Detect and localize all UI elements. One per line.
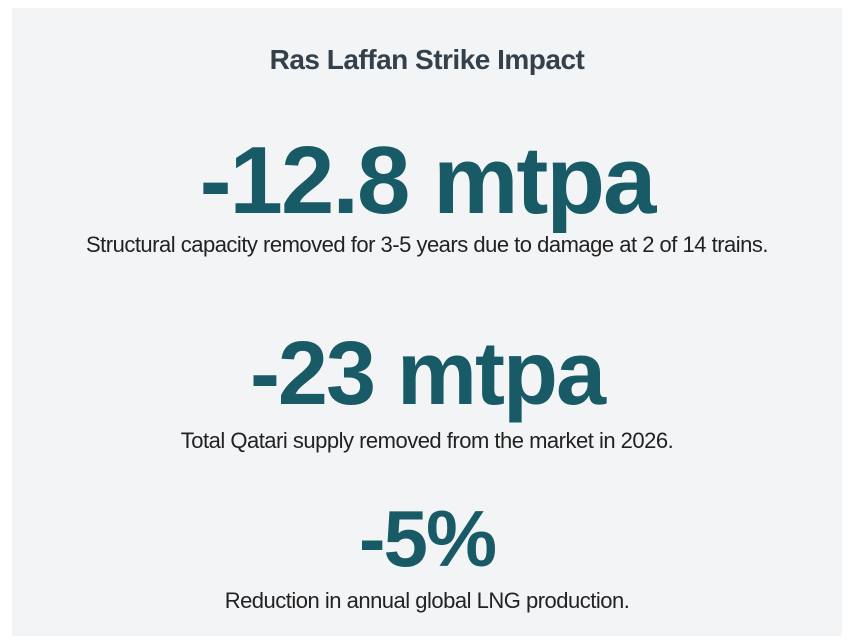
stat-value: -12.8 mtpa bbox=[199, 127, 657, 234]
stat-description: Structural capacity removed for 3-5 year… bbox=[85, 232, 769, 257]
card: Ras Laffan Strike Impact -12.8 mtpa Stru… bbox=[12, 8, 842, 636]
stat-description: Total Qatari supply removed from the mar… bbox=[180, 428, 674, 453]
stat-value: -5% bbox=[358, 494, 497, 583]
stat-value: -23 mtpa bbox=[249, 324, 606, 424]
title: Ras Laffan Strike Impact bbox=[269, 44, 585, 75]
stat-description: Reduction in annual global LNG productio… bbox=[224, 588, 630, 613]
